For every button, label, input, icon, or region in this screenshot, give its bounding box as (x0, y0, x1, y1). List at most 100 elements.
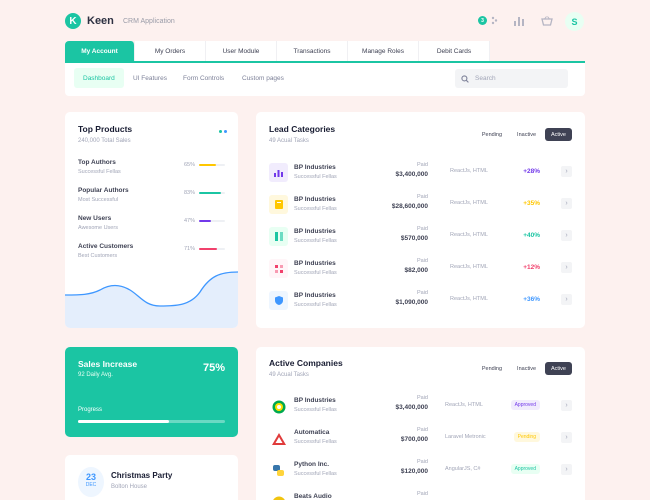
subtab-form-controls[interactable]: Form Controls (183, 74, 225, 82)
sales-percent: 75% (202, 362, 225, 374)
sales-progress-fill (78, 420, 170, 423)
paid-amount: $1,090,000 (395, 299, 428, 306)
paid-amount: $82,000 (404, 267, 429, 274)
lead-filter-group: Pending Inactive Active (476, 128, 572, 141)
top-product-row[interactable]: Active Customers Best Customers 71% (78, 243, 228, 267)
top-product-progress-fill (199, 220, 212, 222)
sales-increase-card: Sales Increase 92 Daily Avg. 75% Progres… (65, 347, 238, 437)
top-product-row[interactable]: Popular Authors Most Successful 83% (78, 187, 228, 211)
tab-manage-roles[interactable]: Manage Roles (348, 41, 419, 61)
dot-icon (219, 130, 222, 133)
tab-my-orders[interactable]: My Orders (135, 41, 206, 61)
paid-amount: $120,000 (400, 468, 428, 475)
company-row: Beats Audio Paid (269, 491, 572, 500)
row-arrow-button[interactable]: › (561, 432, 572, 443)
lead-subtitle: Successful Fellas (294, 302, 337, 308)
bar-chart-icon (513, 17, 524, 26)
company-subtitle: Successful Fellas (294, 407, 337, 413)
main-tabs: My Account My Orders User Module Transac… (65, 41, 490, 61)
lead-name[interactable]: BP Industries (294, 164, 336, 171)
tab-transactions[interactable]: Transactions (277, 41, 348, 61)
brand-name: Keen (87, 15, 114, 27)
tab-debit-cards[interactable]: Debit Cards (419, 41, 490, 61)
paid-label: Paid (416, 290, 428, 296)
top-product-row[interactable]: New Users Awesome Users 47% (78, 215, 228, 239)
more-options-button[interactable] (219, 130, 227, 133)
company-name[interactable]: BP Industries (294, 397, 336, 404)
brand-logo[interactable]: K Keen (65, 13, 114, 29)
company-name[interactable]: Automatica (294, 429, 330, 436)
top-product-row[interactable]: Top Authors Successful Fellas 65% (78, 159, 228, 183)
top-product-title: Popular Authors (78, 187, 129, 194)
top-products-title: Top Products (78, 124, 133, 134)
top-product-subtitle: Successful Fellas (78, 169, 121, 175)
row-arrow-button[interactable]: › (561, 198, 572, 209)
sales-subtitle: 92 Daily Avg. (78, 372, 113, 378)
company-name[interactable]: Beats Audio (294, 493, 332, 500)
event-card: 23 DEC Christmas Party Bolton House (65, 455, 238, 500)
row-arrow-button[interactable]: › (561, 166, 572, 177)
top-product-percent: 47% (184, 218, 196, 224)
chart-icon (269, 163, 288, 182)
grid-icon (269, 259, 288, 278)
row-arrow-button[interactable]: › (561, 400, 572, 411)
lead-name[interactable]: BP Industries (294, 260, 336, 267)
event-date-badge: 23 DEC (78, 467, 104, 497)
lead-percent: +35% (523, 200, 540, 207)
chevron-right-icon: › (565, 296, 568, 303)
cart-button[interactable] (540, 14, 554, 28)
filter-pending[interactable]: Pending (481, 365, 503, 372)
company-row: Automatica Successful Fellas Paid $700,0… (269, 427, 572, 449)
search-input[interactable] (475, 75, 555, 82)
event-title[interactable]: Christmas Party (111, 471, 173, 480)
user-avatar[interactable]: S (565, 12, 584, 31)
chevron-right-icon: › (565, 466, 568, 473)
top-product-progress-track (199, 192, 225, 194)
paid-amount: $28,600,000 (391, 203, 428, 210)
chevron-right-icon: › (565, 232, 568, 239)
python-logo-icon (269, 461, 288, 480)
top-product-subtitle: Best Customers (78, 253, 118, 259)
company-name[interactable]: Python Inc. (294, 461, 330, 468)
subtab-dashboard[interactable]: Dashboard (74, 68, 124, 88)
notifications-button[interactable]: 3 (478, 12, 498, 30)
lead-subtitle: Successful Fellas (294, 270, 337, 276)
lead-percent: +40% (523, 232, 540, 239)
top-products-area-chart (65, 271, 238, 328)
lead-category-row: BP Industries Successful Fellas Paid $82… (269, 258, 572, 280)
stats-button[interactable] (512, 14, 526, 28)
tech-stack: ReactJs, HTML (450, 296, 488, 302)
lead-name[interactable]: BP Industries (294, 196, 336, 203)
filter-inactive[interactable]: Inactive (517, 365, 537, 372)
subtab-ui-features[interactable]: UI Features (133, 74, 167, 82)
top-product-percent: 65% (184, 162, 196, 168)
logo-mark-icon: K (65, 13, 81, 29)
chevron-right-icon: › (565, 200, 568, 207)
event-month: DEC (85, 482, 97, 488)
tech-stack: Laravel Metronic (445, 434, 486, 440)
tab-my-account[interactable]: My Account (65, 41, 135, 61)
lead-name[interactable]: BP Industries (294, 228, 336, 235)
lead-percent: +28% (523, 168, 540, 175)
row-arrow-button[interactable]: › (561, 230, 572, 241)
filter-active[interactable]: Active (545, 362, 572, 375)
top-product-progress-track (199, 164, 225, 166)
filter-inactive[interactable]: Inactive (517, 131, 537, 138)
search-box[interactable] (455, 69, 568, 88)
paid-amount: $3,400,000 (395, 171, 428, 178)
row-arrow-button[interactable]: › (561, 262, 572, 273)
subtab-custom-pages[interactable]: Custom pages (242, 74, 284, 82)
sales-progress-track (78, 420, 225, 423)
tab-user-module[interactable]: User Module (206, 41, 277, 61)
paid-amount: $570,000 (400, 235, 428, 242)
lead-category-row: BP Industries Successful Fellas Paid $3,… (269, 162, 572, 184)
row-arrow-button[interactable]: › (561, 464, 572, 475)
sales-title: Sales Increase (78, 359, 138, 369)
filter-pending[interactable]: Pending (481, 131, 503, 138)
lead-name[interactable]: BP Industries (294, 292, 336, 299)
row-arrow-button[interactable]: › (561, 294, 572, 305)
lead-category-row: BP Industries Successful Fellas Paid $57… (269, 226, 572, 248)
filter-active[interactable]: Active (545, 128, 572, 141)
tech-stack: ReactJs, HTML (450, 232, 488, 238)
chevron-right-icon: › (565, 168, 568, 175)
